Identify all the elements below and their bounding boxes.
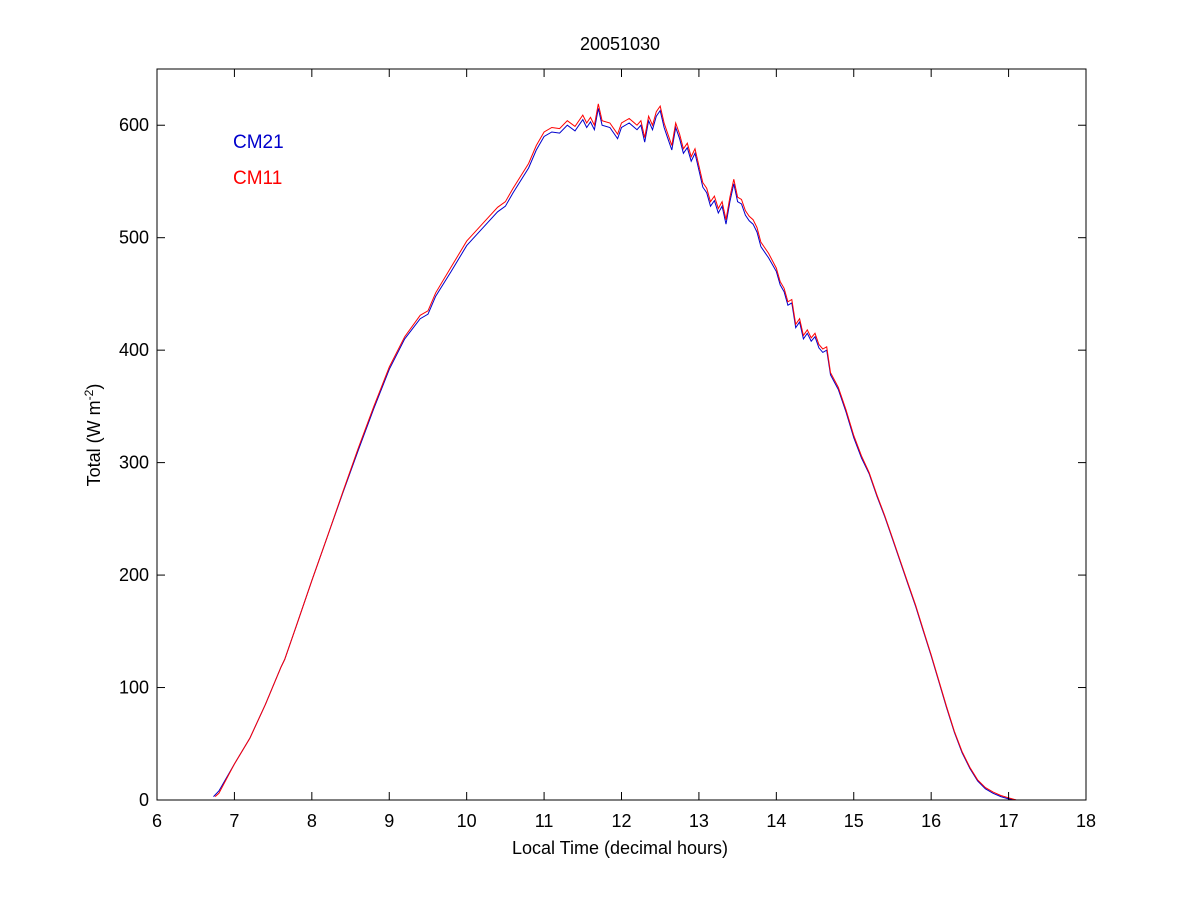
x-tick-label: 10	[457, 811, 477, 831]
legend: CM21 CM11	[233, 132, 284, 189]
y-tick-label: 600	[119, 115, 149, 135]
y-axis-label-superscript: -2	[82, 389, 96, 400]
y-tick-label: 200	[119, 565, 149, 585]
y-axis-label: Total (W m-2)	[82, 384, 104, 487]
x-tick-label: 14	[766, 811, 786, 831]
y-tick-label: 100	[119, 678, 149, 698]
legend-entry-cm11: CM11	[233, 168, 282, 189]
y-axis-label-main: Total (W m	[84, 400, 104, 486]
x-axis: 6 7 8 9 10 11 12 13 14 15 16 17 18	[152, 69, 1096, 831]
series-line-cm11	[214, 103, 1017, 801]
x-tick-label: 15	[844, 811, 864, 831]
x-tick-label: 8	[307, 811, 317, 831]
x-tick-label: 17	[999, 811, 1019, 831]
y-tick-label: 500	[119, 228, 149, 248]
x-tick-label: 16	[921, 811, 941, 831]
x-tick-label: 7	[229, 811, 239, 831]
chart-title: 20051030	[580, 34, 660, 54]
x-tick-label: 9	[384, 811, 394, 831]
x-tick-label: 11	[535, 811, 554, 831]
x-tick-label: 18	[1076, 811, 1096, 831]
x-tick-label: 13	[689, 811, 709, 831]
y-tick-label: 300	[119, 453, 149, 473]
x-axis-label: Local Time (decimal hours)	[512, 838, 728, 858]
x-tick-label: 6	[152, 811, 162, 831]
y-axis: 0 100 200 300 400 500 600	[119, 115, 1086, 810]
series-group	[213, 103, 1017, 801]
y-axis-label-close: )	[84, 384, 104, 390]
x-tick-label: 12	[611, 811, 631, 831]
y-tick-label: 0	[139, 790, 149, 810]
legend-entry-cm21: CM21	[233, 132, 284, 153]
y-tick-label: 400	[119, 340, 149, 360]
